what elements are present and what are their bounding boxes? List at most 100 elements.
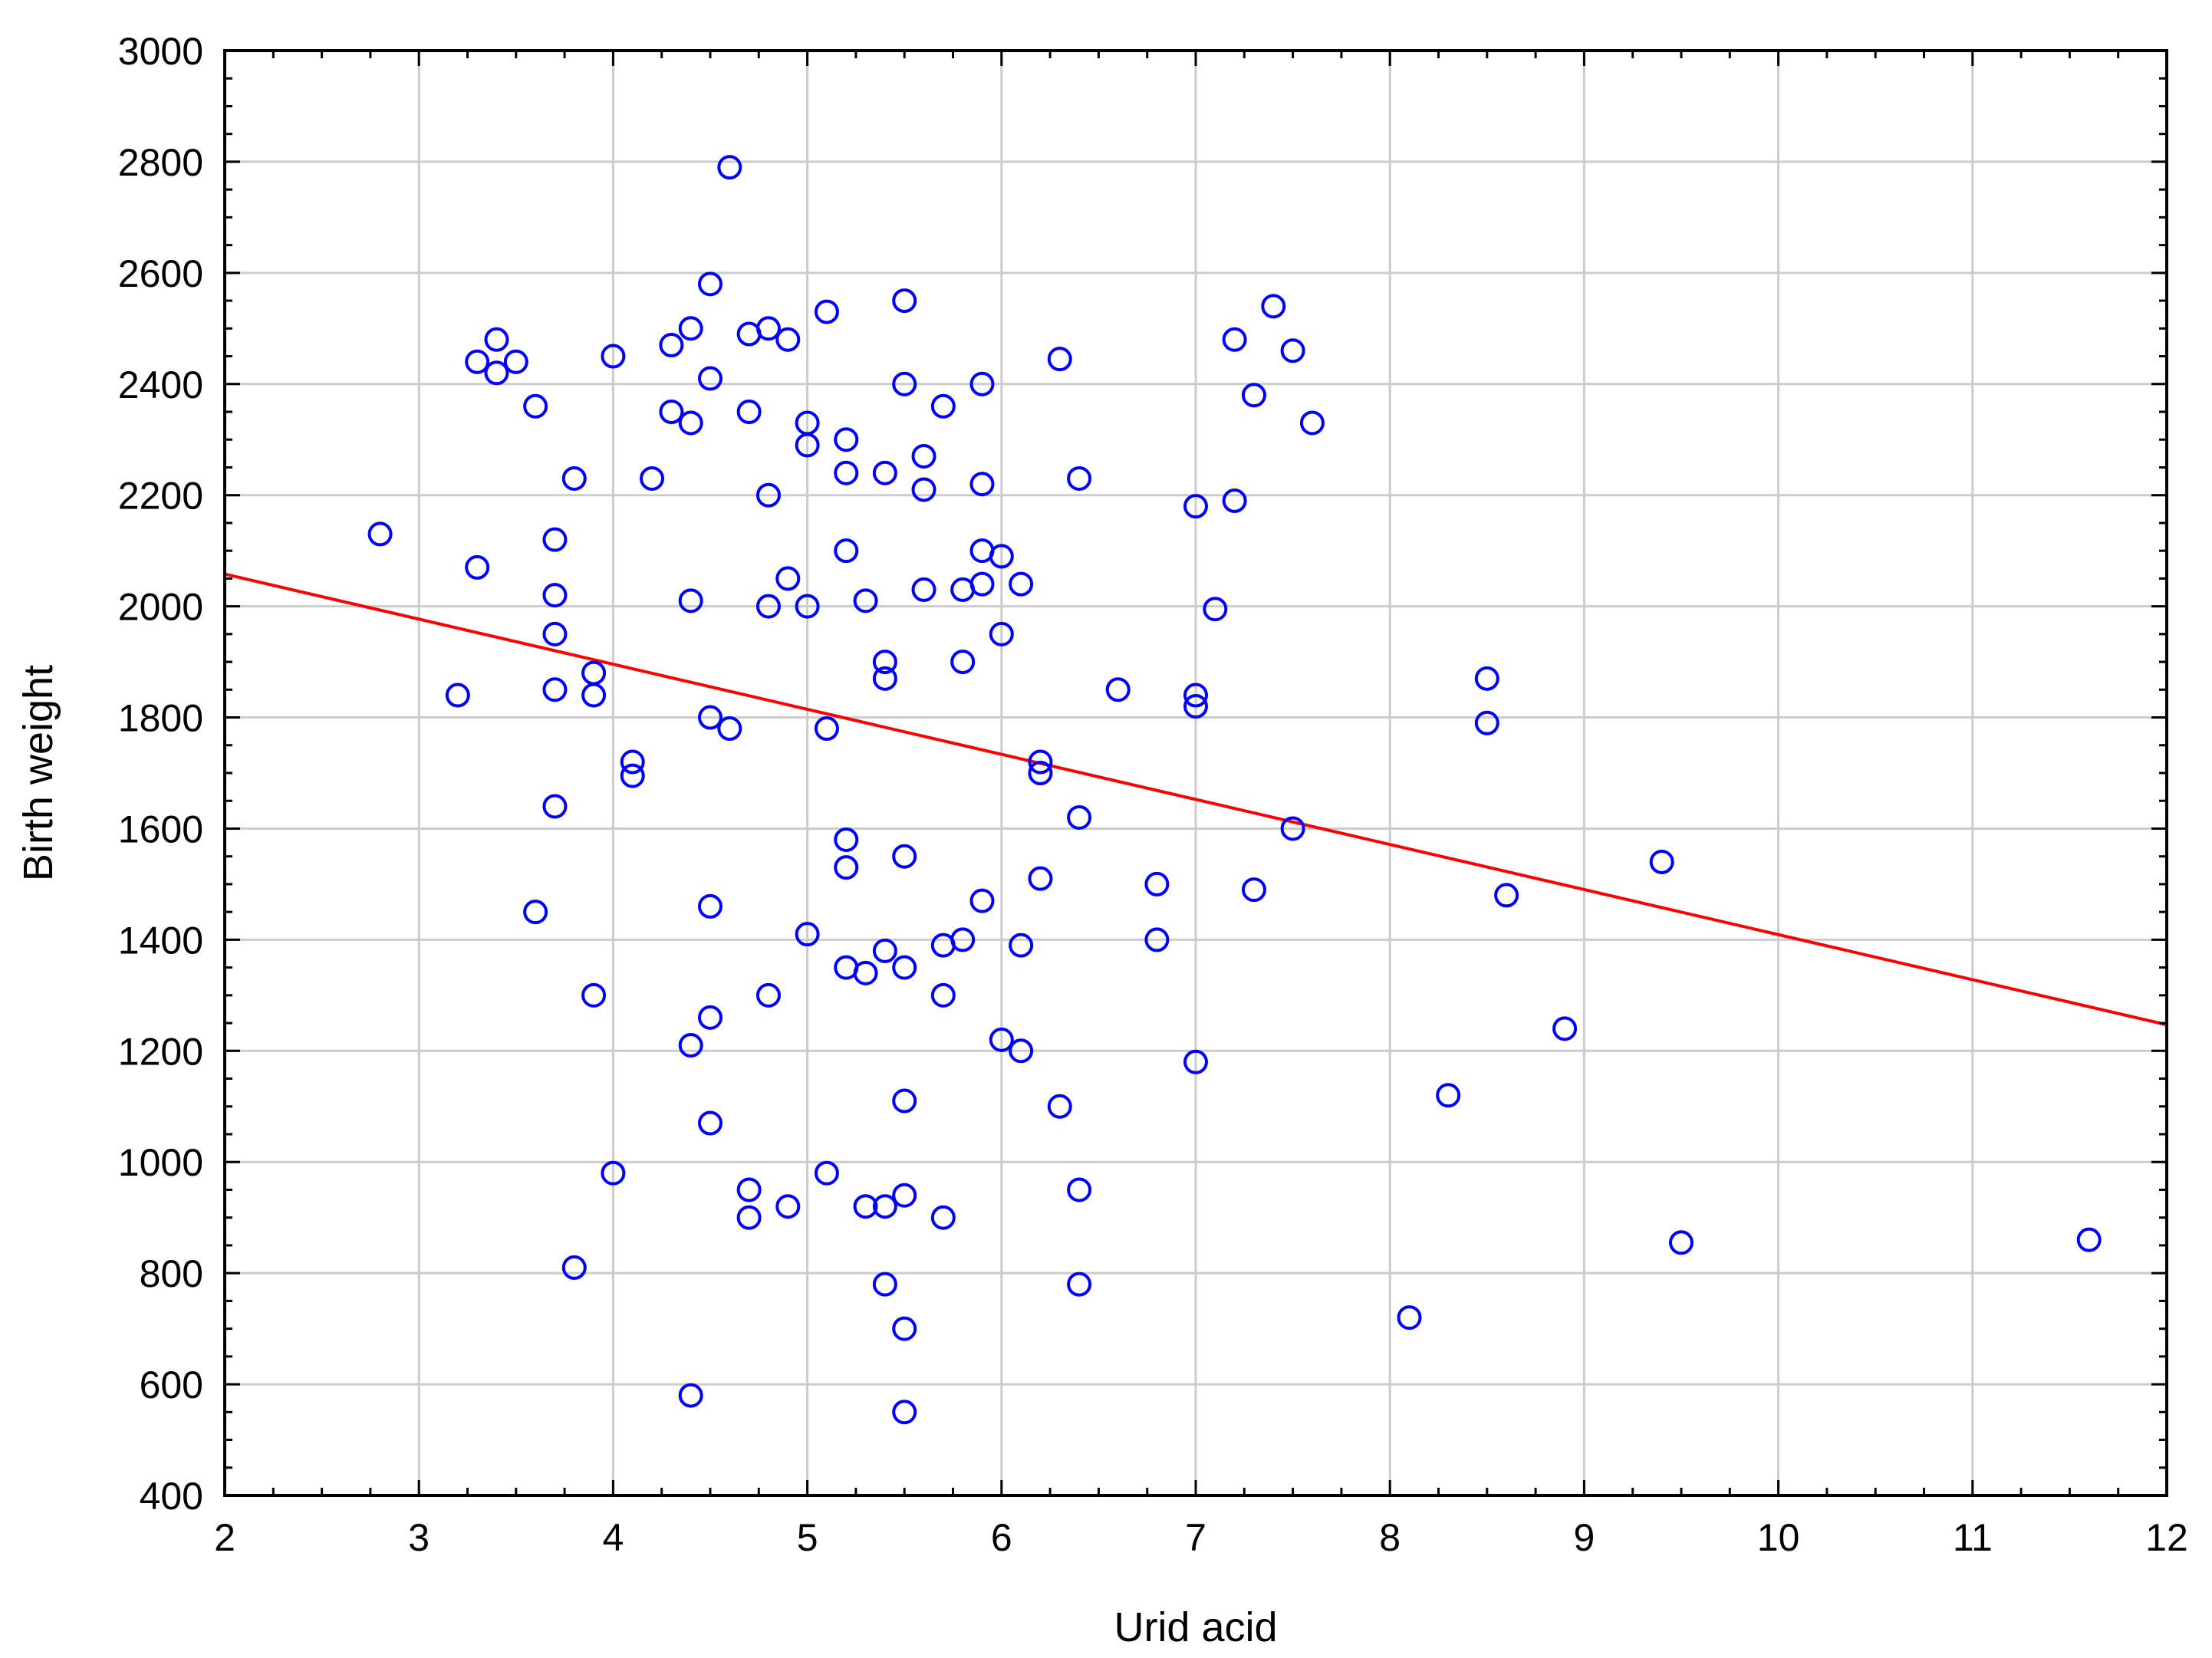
data-point: [367, 521, 393, 547]
data-point: [1009, 1038, 1034, 1064]
data-point: [698, 271, 723, 297]
y-tick-label: 2400: [118, 364, 203, 406]
data-point: [678, 1383, 703, 1408]
data-point: [484, 327, 509, 352]
data-point: [1067, 1177, 1092, 1202]
data-point: [1299, 410, 1325, 436]
data-point: [1183, 494, 1208, 519]
x-tick-label: 3: [408, 1516, 430, 1559]
data-point: [834, 855, 859, 880]
data-point: [775, 327, 801, 352]
data-point: [795, 433, 820, 458]
data-point: [542, 621, 568, 646]
data-point: [736, 400, 762, 424]
data-point: [814, 1160, 839, 1186]
data-point: [853, 960, 878, 985]
data-point: [834, 538, 859, 564]
data-point: [1028, 866, 1053, 891]
data-point: [755, 594, 781, 619]
data-point: [1280, 816, 1305, 841]
data-point: [1144, 871, 1170, 896]
data-point: [620, 763, 645, 788]
data-point: [659, 333, 684, 358]
data-point: [1028, 749, 1053, 775]
data-point: [620, 749, 645, 775]
data-point: [1649, 849, 1674, 874]
data-point: [892, 288, 917, 314]
data-point: [834, 460, 859, 485]
data-point: [911, 577, 936, 602]
data-point: [1436, 1083, 1461, 1108]
data-point: [2076, 1227, 2102, 1252]
data-point: [542, 527, 568, 552]
data-point: [1067, 465, 1092, 491]
y-tick-label: 600: [140, 1364, 203, 1406]
data-point: [892, 371, 917, 396]
data-point: [717, 716, 742, 742]
data-point: [1261, 294, 1286, 319]
x-tick-label: 11: [1953, 1516, 1993, 1559]
data-point: [911, 443, 936, 469]
x-tick-label: 2: [214, 1516, 235, 1559]
data-point: [1105, 677, 1131, 702]
data-point: [795, 594, 820, 619]
regression-line-group: [224, 572, 2168, 1027]
x-tick-label: 10: [1757, 1516, 1800, 1559]
y-axis-title: Birth weight: [15, 665, 61, 881]
y-tick-label: 2000: [118, 586, 203, 629]
data-point: [872, 460, 897, 485]
x-tick-label: 8: [1379, 1516, 1401, 1559]
data-point: [581, 683, 607, 708]
data-point: [1203, 597, 1228, 622]
data-point: [1552, 1016, 1578, 1041]
data-point: [542, 583, 568, 608]
data-point: [698, 366, 723, 391]
data-point: [640, 465, 665, 491]
data-point: [1241, 877, 1266, 903]
data-point: [969, 371, 995, 396]
x-tick-label: 6: [991, 1516, 1012, 1559]
data-point: [1474, 666, 1499, 691]
data-point: [892, 1088, 917, 1114]
data-point: [872, 666, 897, 691]
data-point: [736, 1205, 762, 1230]
x-tick-label: 12: [2145, 1516, 2188, 1559]
data-point: [678, 316, 703, 341]
y-tick-label: 3000: [118, 30, 203, 73]
data-point: [872, 650, 897, 675]
data-point: [1669, 1230, 1694, 1255]
data-point: [892, 1400, 917, 1425]
data-point: [465, 554, 490, 580]
y-tick-label: 2600: [118, 252, 203, 295]
axis-ticks: [223, 49, 2168, 1497]
data-point: [989, 544, 1014, 569]
data-point: [1067, 804, 1092, 830]
data-point: [523, 900, 548, 925]
data-point: [698, 893, 723, 919]
x-tick-label: 7: [1185, 1516, 1206, 1559]
y-tick-label: 2800: [118, 141, 203, 184]
data-point: [930, 982, 956, 1008]
data-point: [1474, 710, 1499, 735]
data-point: [1222, 327, 1247, 352]
data-point: [1047, 1094, 1072, 1119]
data-point: [1047, 347, 1072, 372]
data-point: [561, 1255, 587, 1280]
data-point: [950, 650, 976, 675]
data-point: [1009, 933, 1034, 958]
data-point: [484, 360, 509, 386]
data-point: [445, 683, 470, 708]
x-tick-labels: 2 3 4 5 6 7 8 9 10 11 12: [214, 1516, 2188, 1559]
data-point: [1028, 761, 1053, 785]
y-tick-label: 2200: [118, 475, 203, 518]
data-point: [755, 982, 781, 1008]
data-point: [581, 982, 607, 1008]
data-point: [1397, 1305, 1422, 1331]
data-point: [542, 794, 568, 819]
x-axis-title: Urid acid: [1114, 1604, 1277, 1650]
data-point: [698, 1005, 723, 1030]
data-point: [1009, 571, 1034, 597]
data-point: [659, 400, 684, 424]
data-point: [872, 1271, 897, 1297]
